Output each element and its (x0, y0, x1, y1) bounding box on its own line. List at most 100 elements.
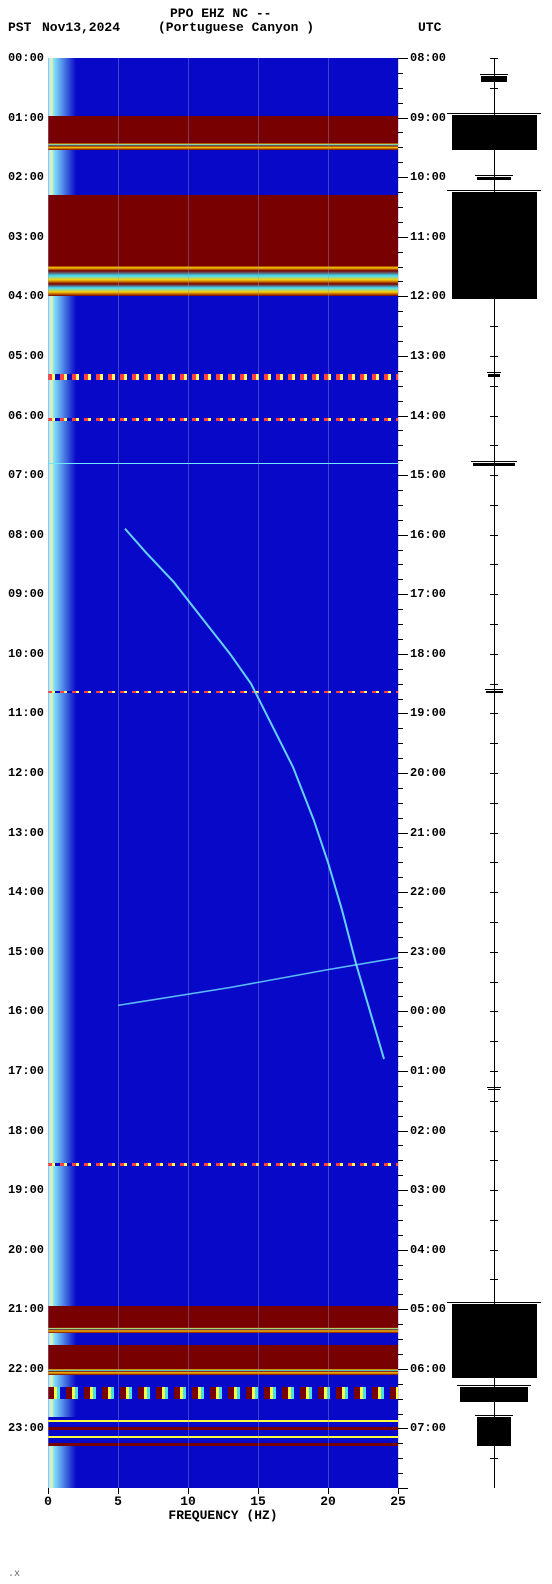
right-tick-mark (398, 1086, 403, 1087)
trace-whisker (471, 461, 518, 462)
y-right-tick-label: 11:00 (410, 230, 446, 244)
trace-burst (486, 691, 503, 693)
y-left-tick-label: 09:00 (2, 587, 44, 601)
right-tick-mark (398, 281, 403, 282)
x-tick-label: 0 (44, 1494, 52, 1509)
grid-vertical (118, 58, 119, 1488)
right-tick-mark (398, 371, 403, 372)
right-tick-mark (398, 1160, 403, 1161)
right-tick-mark (398, 1056, 403, 1057)
right-tick-mark (398, 341, 403, 342)
trace-minor-tick (490, 386, 498, 387)
y-right-tick-label: 23:00 (410, 945, 446, 959)
right-tick-mark (398, 1369, 408, 1370)
trace-minor-tick (490, 684, 498, 685)
trace-minor-tick (490, 326, 498, 327)
grid-vertical (258, 58, 259, 1488)
right-tick-mark (398, 73, 403, 74)
right-tick-mark (398, 475, 408, 476)
right-tick-mark (398, 1428, 408, 1429)
y-left-tick-label: 21:00 (2, 1302, 44, 1316)
right-tick-mark (398, 1324, 403, 1325)
right-tick-mark (398, 818, 403, 819)
trace-minor-tick (490, 833, 498, 834)
y-right-tick-label: 10:00 (410, 170, 446, 184)
y-left-tick-label: 20:00 (2, 1243, 44, 1257)
trace-minor-tick (490, 1071, 498, 1072)
y-right-tick-label: 16:00 (410, 528, 446, 542)
right-tick-mark (398, 564, 403, 565)
right-tick-mark (398, 535, 408, 536)
right-tick-mark (398, 684, 403, 685)
trace-whisker (447, 190, 541, 191)
right-tick-mark (398, 118, 408, 119)
trace-whisker (447, 113, 541, 114)
right-tick-mark (398, 699, 403, 700)
right-tick-mark (398, 996, 403, 997)
right-tick-mark (398, 326, 403, 327)
y-left-tick-label: 02:00 (2, 170, 44, 184)
trace-minor-tick (490, 267, 498, 268)
y-right-tick-label: 09:00 (410, 111, 446, 125)
spectro-event-band (48, 418, 398, 421)
trace-minor-tick (490, 1190, 498, 1191)
right-tick-mark (398, 1101, 403, 1102)
right-tick-mark (398, 1265, 403, 1266)
trace-minor-tick (490, 594, 498, 595)
right-tick-mark (398, 1116, 403, 1117)
spectro-event-band (48, 1163, 398, 1166)
right-tick-mark (398, 490, 403, 491)
y-right-tick-label: 20:00 (410, 766, 446, 780)
y-right-tick-label: 06:00 (410, 1362, 446, 1376)
right-tick-mark (398, 952, 408, 953)
x-tick-label: 10 (180, 1494, 196, 1509)
spectro-event-band (48, 1387, 398, 1399)
y-right-tick-label: 15:00 (410, 468, 446, 482)
trace-whisker (475, 1415, 512, 1416)
trace-minor-tick (490, 237, 498, 238)
grid-vertical (188, 58, 189, 1488)
right-tick-mark (398, 1011, 408, 1012)
station-label-2: (Portuguese Canyon ) (158, 20, 314, 35)
trace-minor-tick (490, 1041, 498, 1042)
trace-minor-tick (490, 1160, 498, 1161)
trace-minor-tick (490, 505, 498, 506)
y-right-tick-label: 00:00 (410, 1004, 446, 1018)
right-tick-mark (398, 416, 408, 417)
spectrogram-plot (48, 58, 398, 1488)
trace-minor-tick (490, 1101, 498, 1102)
y-right-tick-label: 21:00 (410, 826, 446, 840)
y-left-tick-label: 12:00 (2, 766, 44, 780)
y-left-tick-label: 08:00 (2, 528, 44, 542)
right-tick-mark (398, 162, 403, 163)
x-axis-label: FREQUENCY (HZ) (168, 1508, 277, 1523)
right-tick-mark (398, 445, 403, 446)
right-tick-mark (398, 1384, 403, 1385)
trace-minor-tick (490, 416, 498, 417)
y-left-tick-label: 17:00 (2, 1064, 44, 1078)
y-right-tick-label: 05:00 (410, 1302, 446, 1316)
y-right-tick-label: 08:00 (410, 51, 446, 65)
trace-minor-tick (490, 118, 498, 119)
right-tick-mark (398, 609, 403, 610)
right-tick-mark (398, 1250, 408, 1251)
right-tick-mark (398, 713, 408, 714)
spectro-event-band (48, 1417, 398, 1447)
trace-minor-tick (490, 1458, 498, 1459)
right-tick-mark (398, 758, 403, 759)
right-tick-mark (398, 177, 408, 178)
trace-burst (473, 463, 516, 466)
right-tick-mark (398, 1041, 403, 1042)
trace-whisker (487, 1087, 501, 1088)
y-left-tick-label: 16:00 (2, 1004, 44, 1018)
trace-minor-tick (490, 1279, 498, 1280)
right-tick-mark (398, 267, 403, 268)
right-tick-mark (398, 460, 403, 461)
right-tick-mark (398, 1220, 403, 1221)
spectro-event-band (48, 1306, 398, 1333)
y-right-tick-label: 22:00 (410, 885, 446, 899)
trace-minor-tick (490, 475, 498, 476)
y-left-tick-label: 19:00 (2, 1183, 44, 1197)
y-right-tick-label: 02:00 (410, 1124, 446, 1138)
spectro-event-band (48, 374, 398, 380)
